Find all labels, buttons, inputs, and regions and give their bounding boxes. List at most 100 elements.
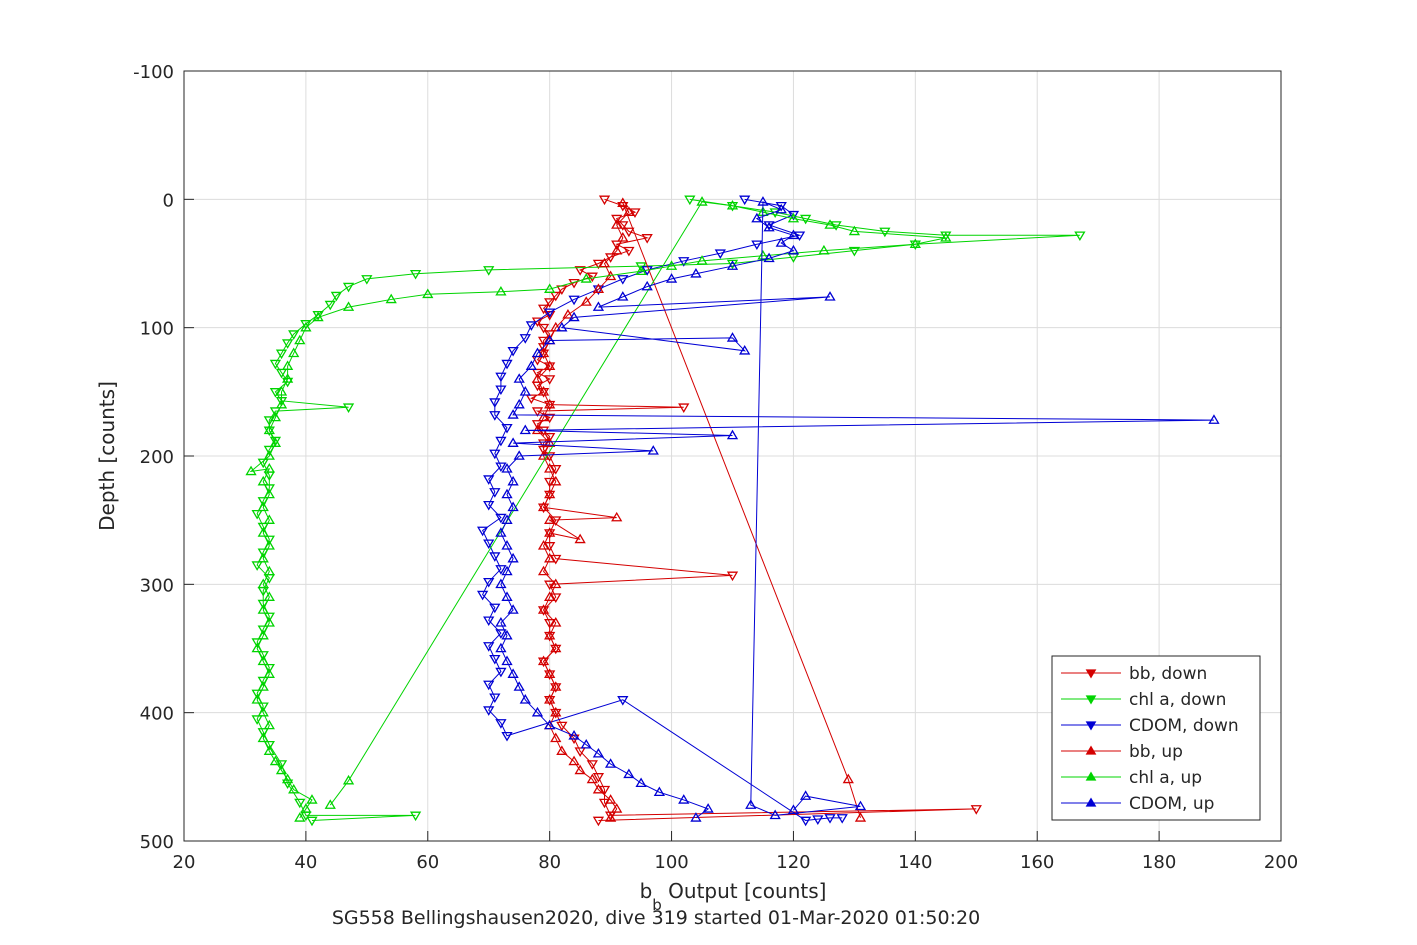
data-point xyxy=(550,683,562,693)
data-point xyxy=(1074,231,1086,242)
data-point xyxy=(269,388,282,398)
data-point xyxy=(489,488,501,498)
data-point xyxy=(525,394,538,405)
data-point xyxy=(623,768,635,779)
data-point xyxy=(507,346,519,357)
data-point xyxy=(641,280,653,291)
legend-label: CDOM, up xyxy=(1129,794,1214,814)
data-point xyxy=(537,411,550,422)
data-point xyxy=(799,816,812,827)
data-point xyxy=(495,285,507,296)
legend-box xyxy=(1051,655,1261,821)
legend-label: bb, up xyxy=(1129,742,1183,762)
data-point xyxy=(775,203,787,214)
data-point xyxy=(495,642,507,653)
data-point xyxy=(519,334,531,344)
data-point xyxy=(501,629,513,640)
data-point xyxy=(483,616,495,627)
data-point xyxy=(330,291,342,302)
data-point xyxy=(665,273,678,283)
data-point xyxy=(592,816,605,827)
data-point xyxy=(507,604,519,614)
data-point xyxy=(544,308,556,319)
data-point xyxy=(550,554,562,565)
data-point xyxy=(879,227,891,238)
data-point xyxy=(409,811,422,822)
data-point xyxy=(537,388,550,398)
data-point xyxy=(324,799,336,809)
data-point xyxy=(544,413,556,424)
data-point xyxy=(501,423,513,434)
data-point xyxy=(544,719,556,730)
data-point xyxy=(251,715,263,725)
data-point xyxy=(848,246,861,257)
data-point xyxy=(544,437,556,447)
data-point xyxy=(702,803,714,813)
data-point xyxy=(568,729,580,740)
legend-marker xyxy=(1085,721,1097,731)
data-point xyxy=(598,257,611,268)
data-point xyxy=(257,732,269,743)
data-point xyxy=(263,540,275,550)
data-point xyxy=(763,252,775,263)
legend: bb, down chl a, down CDOM, down bb, up chl a… xyxy=(1051,655,1261,821)
data-point xyxy=(598,195,611,206)
data-point xyxy=(513,398,525,409)
data-point xyxy=(544,670,556,680)
data-point xyxy=(769,809,781,820)
data-point xyxy=(495,436,507,447)
data-point xyxy=(501,359,513,370)
data-point xyxy=(495,629,507,639)
data-point xyxy=(263,719,275,730)
data-point xyxy=(544,694,556,704)
data-point xyxy=(787,229,800,240)
data-point xyxy=(275,764,288,775)
data-series xyxy=(245,195,1220,827)
data-point xyxy=(489,552,501,562)
data-point xyxy=(763,221,775,232)
data-point xyxy=(483,539,495,550)
data-point xyxy=(501,731,513,742)
data-point xyxy=(1208,414,1220,424)
data-point xyxy=(507,475,519,486)
data-point xyxy=(257,578,269,589)
data-point xyxy=(489,603,501,614)
data-point xyxy=(495,565,507,575)
data-point xyxy=(245,465,257,476)
data-point xyxy=(818,244,830,255)
legend-label: chl a, up xyxy=(1129,768,1202,788)
data-point xyxy=(544,696,556,706)
data-point xyxy=(501,488,513,499)
data-point xyxy=(696,196,708,206)
data-point xyxy=(531,368,544,379)
data-point xyxy=(537,657,550,668)
data-point xyxy=(306,794,318,804)
data-point xyxy=(665,260,678,270)
data-point xyxy=(824,219,836,229)
data-point xyxy=(714,249,726,260)
data-point xyxy=(288,783,300,794)
data-point xyxy=(531,407,544,417)
data-point xyxy=(629,208,641,218)
data-point xyxy=(544,552,556,563)
data-point xyxy=(422,288,434,299)
data-point xyxy=(793,231,806,242)
data-point xyxy=(544,375,556,385)
data-point xyxy=(531,373,544,383)
data-point xyxy=(544,527,556,537)
data-point xyxy=(537,439,550,449)
data-point xyxy=(544,283,556,293)
data-point xyxy=(617,221,629,231)
data-point xyxy=(544,514,556,524)
data-point xyxy=(574,266,586,276)
data-point xyxy=(476,590,489,601)
data-point xyxy=(342,403,355,414)
data-point xyxy=(537,336,550,347)
x-axis-label-main: b xyxy=(640,879,653,903)
data-point xyxy=(617,291,629,301)
data-point xyxy=(275,368,288,379)
data-point xyxy=(592,285,605,295)
data-point xyxy=(544,488,556,499)
data-point xyxy=(812,815,824,825)
series-5 xyxy=(495,196,1220,822)
